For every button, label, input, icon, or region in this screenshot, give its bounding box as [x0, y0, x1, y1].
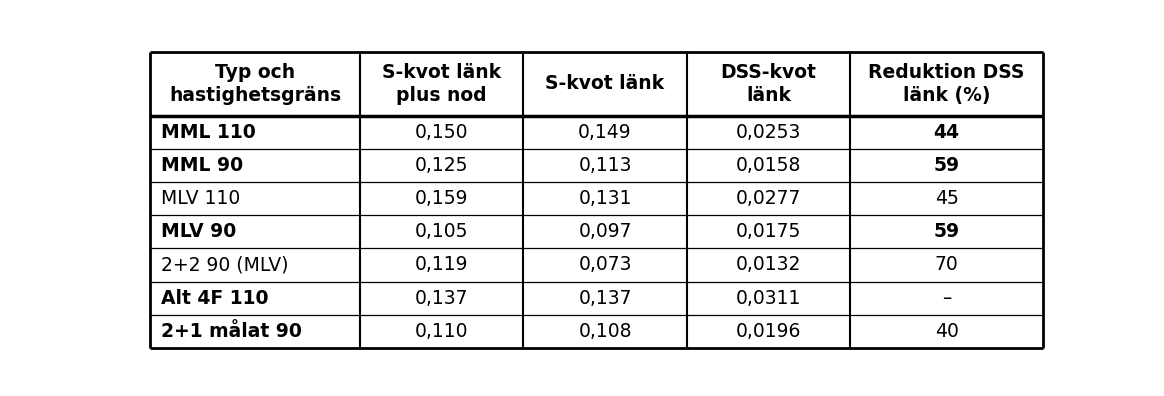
Text: Reduktion DSS: Reduktion DSS: [868, 63, 1024, 82]
Text: 40: 40: [935, 322, 959, 341]
Text: 0,119: 0,119: [414, 255, 468, 274]
Text: 0,131: 0,131: [579, 189, 632, 208]
Text: 2+1 målat 90: 2+1 målat 90: [161, 322, 301, 341]
Text: 0,137: 0,137: [414, 289, 468, 308]
Text: 0,097: 0,097: [579, 222, 632, 241]
Text: MLV 90: MLV 90: [161, 222, 236, 241]
Text: 0,073: 0,073: [579, 255, 632, 274]
Text: 59: 59: [934, 222, 959, 241]
Text: 0,137: 0,137: [579, 289, 632, 308]
Text: plus nod: plus nod: [396, 86, 487, 105]
Text: 0,0158: 0,0158: [736, 156, 801, 175]
Text: 0,0196: 0,0196: [736, 322, 801, 341]
Text: länk (%): länk (%): [903, 86, 991, 105]
Text: Typ och: Typ och: [215, 63, 294, 82]
Text: 59: 59: [934, 156, 959, 175]
Text: länk: länk: [746, 86, 792, 105]
Text: S-kvot länk: S-kvot länk: [546, 74, 665, 93]
Text: 0,0253: 0,0253: [736, 123, 801, 142]
Text: 0,110: 0,110: [414, 322, 468, 341]
Text: 44: 44: [934, 123, 959, 142]
Text: Alt 4F 110: Alt 4F 110: [161, 289, 269, 308]
Text: –: –: [942, 289, 951, 308]
Text: 0,0132: 0,0132: [736, 255, 801, 274]
Text: 70: 70: [935, 255, 958, 274]
Text: MLV 110: MLV 110: [161, 189, 240, 208]
Text: 0,0311: 0,0311: [736, 289, 801, 308]
Text: 0,105: 0,105: [414, 222, 468, 241]
Text: 0,0175: 0,0175: [736, 222, 801, 241]
Text: 2+2 90 (MLV): 2+2 90 (MLV): [161, 255, 289, 274]
Text: hastighetsgräns: hastighetsgräns: [169, 86, 341, 105]
Text: MML 90: MML 90: [161, 156, 243, 175]
Text: 0,108: 0,108: [579, 322, 632, 341]
Text: 0,159: 0,159: [414, 189, 468, 208]
Text: DSS-kvot: DSS-kvot: [721, 63, 816, 82]
Text: 0,0277: 0,0277: [736, 189, 801, 208]
Text: 0,125: 0,125: [414, 156, 468, 175]
Text: 45: 45: [935, 189, 959, 208]
Text: 0,113: 0,113: [579, 156, 632, 175]
Text: MML 110: MML 110: [161, 123, 256, 142]
Text: 0,149: 0,149: [579, 123, 632, 142]
Text: S-kvot länk: S-kvot länk: [382, 63, 502, 82]
Text: 0,150: 0,150: [414, 123, 468, 142]
